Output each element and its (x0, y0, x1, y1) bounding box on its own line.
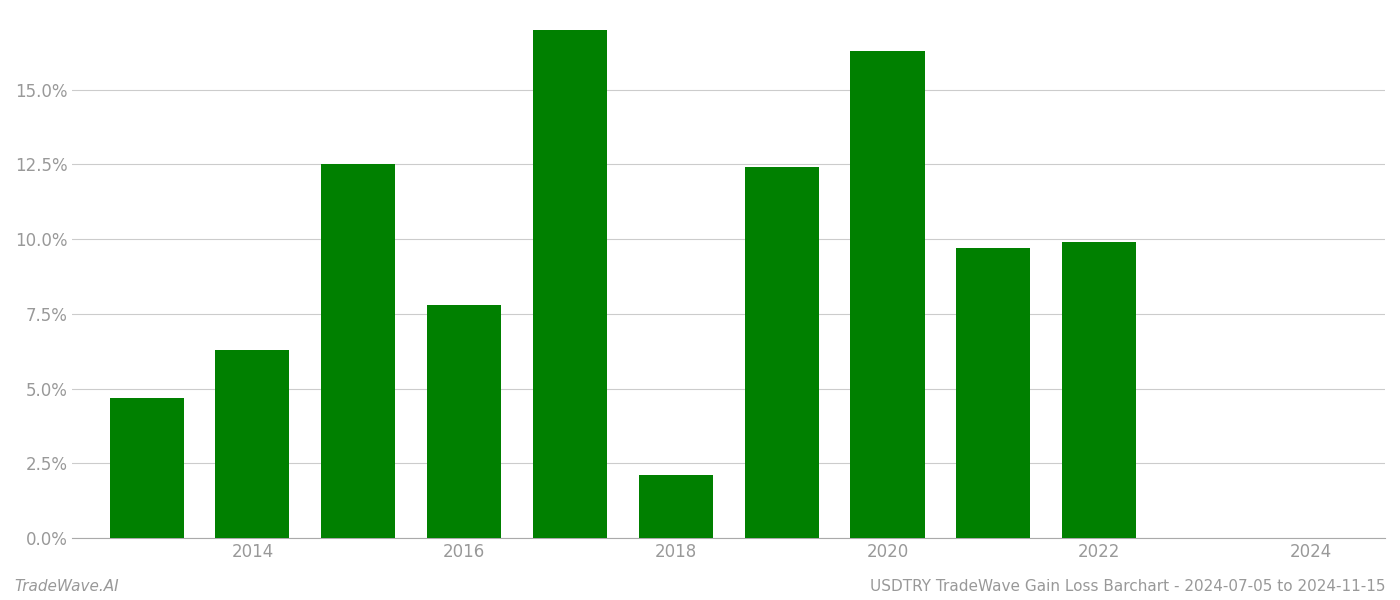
Bar (850, 51, 924, 538)
Bar (427, 305, 501, 538)
Bar (745, 167, 819, 538)
Bar (638, 475, 713, 538)
Text: USDTRY TradeWave Gain Loss Barchart - 2024-07-05 to 2024-11-15: USDTRY TradeWave Gain Loss Barchart - 20… (871, 579, 1386, 594)
Bar (321, 164, 395, 538)
Bar (216, 350, 290, 538)
Bar (956, 248, 1030, 538)
Bar (109, 398, 183, 538)
Text: TradeWave.AI: TradeWave.AI (14, 579, 119, 594)
Bar (1063, 242, 1137, 538)
Bar (533, 30, 608, 538)
